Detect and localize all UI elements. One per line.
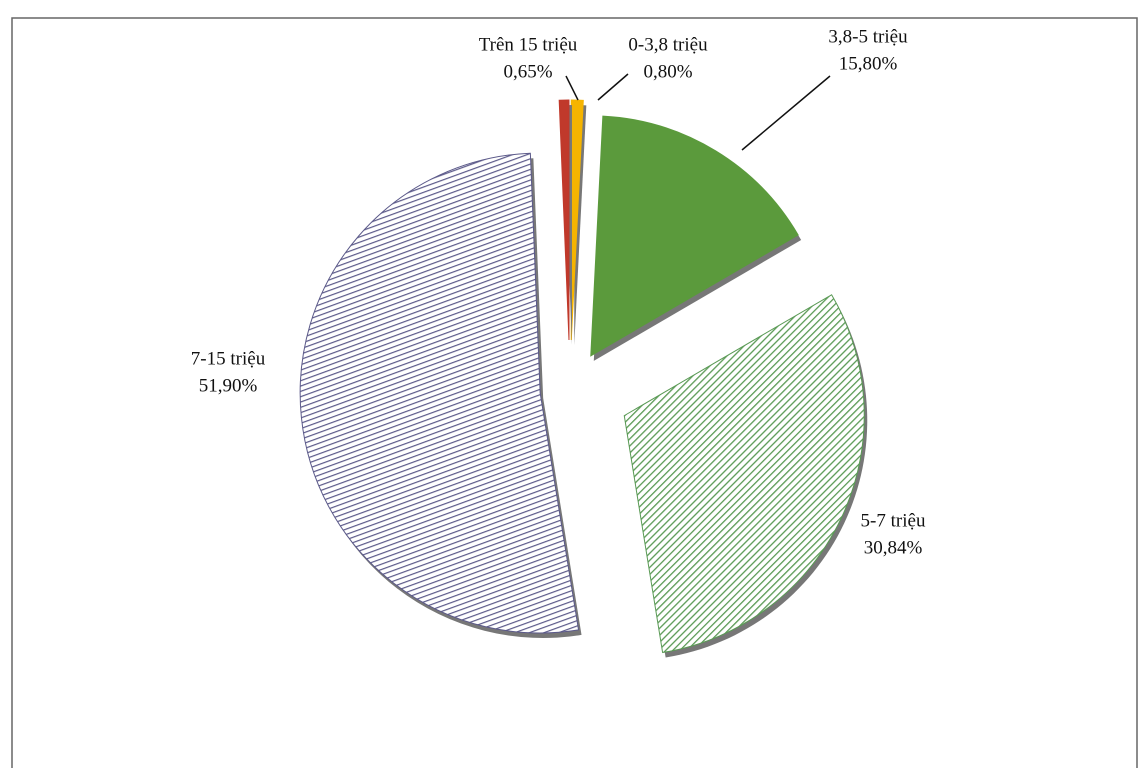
slice-value-label: 51,90%	[199, 375, 258, 396]
slice-value-label: 0,65%	[503, 61, 552, 82]
slice	[623, 294, 865, 654]
leader-line	[741, 75, 831, 151]
slice-label: 0-3,8 triệu	[628, 34, 708, 55]
slice	[299, 152, 580, 634]
leader-line	[565, 75, 579, 101]
slice-label: Trên 15 triệu	[479, 34, 578, 55]
slice-value-label: 15,80%	[839, 53, 898, 74]
slice	[558, 99, 570, 341]
leader-line	[597, 73, 629, 101]
slice	[590, 115, 799, 357]
slice-label: 5-7 triệu	[861, 510, 926, 531]
slice-value-label: 30,84%	[864, 537, 923, 558]
pie	[299, 99, 868, 658]
slice-value-label: 0,80%	[643, 61, 692, 82]
slice-label: 7-15 triệu	[191, 348, 266, 369]
slice-label: 3,8-5 triệu	[828, 26, 908, 47]
labels: 0-3,8 triệu 0,80% 3,8-5 triệu 15,80% 5-7 tri…	[191, 26, 926, 558]
